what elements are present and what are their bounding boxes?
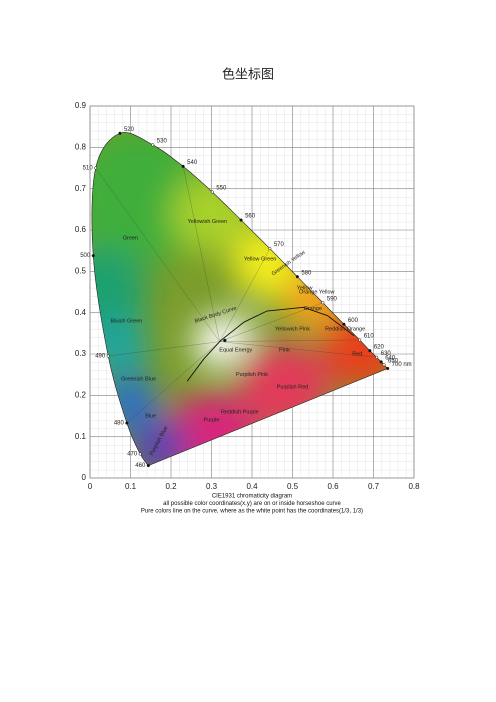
region-divider	[182, 166, 220, 342]
wavelength-label: 590	[327, 296, 338, 302]
wavelength-label: 570	[274, 242, 285, 248]
region-divider	[219, 339, 360, 342]
wavelength-label: 630	[381, 351, 392, 357]
wavelength-label: 510	[83, 166, 94, 172]
region-divider	[219, 341, 377, 358]
x-tick-label: 0.4	[246, 482, 258, 491]
wavelength-label: 550	[216, 186, 227, 192]
black-body-curve	[186, 306, 355, 382]
wavelength-label: 520	[124, 127, 135, 133]
region-label: Yellow	[297, 285, 313, 291]
page-title: 色坐标图	[222, 67, 274, 83]
locus-point	[91, 254, 95, 258]
region-divider	[108, 341, 220, 357]
locus-point	[382, 363, 386, 367]
region-label: Pink	[279, 347, 290, 353]
y-tick-label: 0.2	[75, 390, 87, 399]
region-label: Red	[352, 351, 362, 357]
wavelength-label: 530	[157, 138, 168, 144]
locus-point	[379, 360, 383, 364]
x-tick-label: 0.6	[327, 482, 339, 491]
locus-point	[268, 247, 272, 251]
locus-point	[375, 355, 379, 359]
region-label: Purple	[204, 418, 220, 424]
wavelength-label: 610	[364, 334, 375, 340]
locus-point	[151, 143, 155, 147]
x-tick-label: 0.7	[368, 482, 380, 491]
region-label: Yellowish Green	[188, 219, 228, 225]
caption-line: CIE1931 chromaticity diagram	[212, 494, 292, 500]
wavelength-label: 600	[348, 318, 359, 324]
wavelength-label: 560	[245, 214, 256, 220]
region-divider	[219, 248, 270, 342]
wavelength-label: 470	[127, 452, 138, 458]
wavelength-label: 580	[301, 270, 312, 276]
y-tick-label: 0.6	[75, 225, 87, 234]
locus-point	[146, 464, 150, 468]
locus-point	[321, 301, 325, 305]
region-divider	[126, 341, 220, 424]
locus-point	[368, 349, 372, 353]
region-label: Greenish Blue	[121, 376, 156, 382]
x-tick-label: 0.5	[287, 482, 299, 491]
region-label: Equal Energy	[219, 347, 252, 353]
x-tick-label: 0.1	[125, 482, 137, 491]
y-tick-label: 0.5	[75, 266, 87, 275]
locus-point	[342, 322, 346, 326]
wavelength-label: 540	[187, 160, 198, 166]
locus-point	[138, 452, 142, 456]
wavelength-label: 500	[80, 253, 91, 259]
locus-point	[181, 164, 185, 168]
locus-point	[358, 338, 362, 342]
wavelength-label: 460	[135, 463, 146, 469]
x-tick-label: 0.2	[165, 482, 177, 491]
wavelength-label: 620	[374, 344, 385, 350]
region-label: Yellow Green	[244, 256, 277, 262]
wavelength-label: 490	[95, 354, 106, 360]
x-tick-label: 0.8	[408, 482, 420, 491]
y-tick-label: 0.7	[75, 184, 87, 193]
region-label: Purplish Pink	[236, 372, 268, 378]
region-label: Reddish Purple	[221, 409, 259, 415]
region-label: Yellowish Pink	[275, 327, 310, 333]
region-label: Purplish Red	[277, 385, 309, 391]
spectral-locus	[91, 132, 389, 466]
locus-point	[125, 421, 129, 425]
caption-line: all possible color coordinates(x,y) are …	[163, 501, 341, 507]
y-tick-label: 0.4	[75, 308, 87, 317]
y-tick-label: 0.8	[75, 142, 87, 151]
region-divider	[95, 167, 220, 342]
region-label: Green	[123, 236, 138, 242]
y-tick-label: 0.1	[75, 432, 87, 441]
x-tick-label: 0	[88, 482, 93, 491]
region-label: Orange	[304, 306, 322, 312]
locus-point	[210, 190, 214, 194]
white-point	[223, 338, 227, 342]
x-tick-label: 0.3	[206, 482, 218, 491]
wavelength-label: 700 nm	[392, 362, 412, 368]
locus-point	[386, 366, 390, 371]
wavelength-label: 650	[388, 358, 399, 364]
locus-point	[295, 275, 299, 279]
caption-line: Pure colors line on the curve, where as …	[141, 509, 363, 515]
region-label: Orange Yellow	[299, 289, 334, 295]
region-divider	[219, 302, 323, 342]
y-tick-label: 0	[82, 473, 87, 482]
wavelength-label: 480	[114, 421, 125, 427]
wavelength-label: 640	[385, 355, 396, 361]
locus-point	[106, 354, 110, 358]
y-tick-label: 0.9	[75, 101, 87, 110]
region-label: Blue	[145, 413, 156, 419]
y-tick-label: 0.3	[75, 349, 87, 358]
region-label: Reddish Orange	[325, 327, 365, 333]
locus-point	[118, 131, 122, 135]
locus-point	[94, 166, 98, 170]
region-label: Bluish Green	[111, 318, 143, 324]
locus-point	[239, 218, 243, 222]
